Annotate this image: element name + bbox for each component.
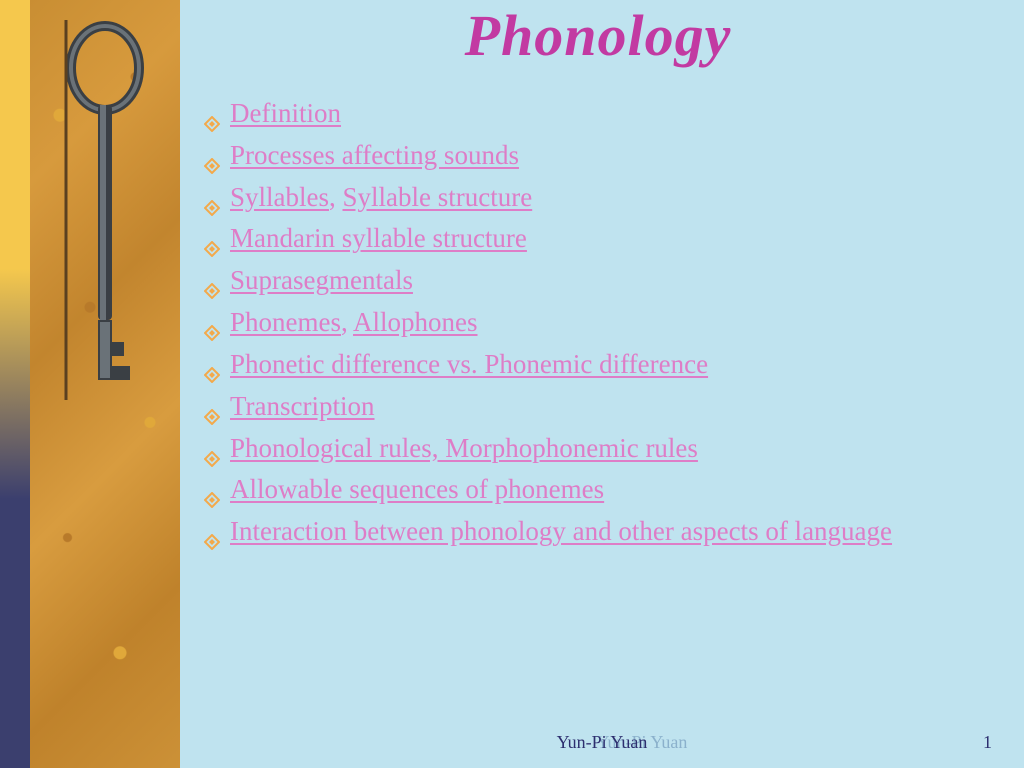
footer-author: Yun-Pi Yuan	[557, 732, 648, 753]
topic-link[interactable]: Phonemes	[230, 307, 341, 337]
topic-link[interactable]: Syllable structure	[343, 182, 533, 212]
key-icon	[60, 20, 150, 400]
topic-link[interactable]: Allowable sequences of phonemes	[230, 474, 604, 504]
list-item: Phonological rules, Morphophonemic rules	[200, 428, 996, 470]
list-item: Mandarin syllable structure	[200, 218, 996, 260]
gradient-strip	[0, 0, 30, 768]
list-item: Phonetic difference vs. Phonemic differe…	[200, 344, 996, 386]
topic-link[interactable]: Mandarin syllable structure	[230, 223, 527, 253]
slide-title: Phonology	[200, 0, 996, 67]
footer-page-number: 1	[983, 732, 992, 753]
topic-link[interactable]: Syllables	[230, 182, 329, 212]
list-item: Suprasegmentals	[200, 260, 996, 302]
list-item: Processes affecting sounds	[200, 135, 996, 177]
topic-link[interactable]: Processes affecting sounds	[230, 140, 519, 170]
slide-sidebar	[0, 0, 180, 768]
diamond-bullet-icon	[204, 521, 220, 563]
topic-link[interactable]: Allophones	[353, 307, 478, 337]
separator-text: ,	[329, 182, 343, 212]
list-item: Allowable sequences of phonemes	[200, 469, 996, 511]
topic-link[interactable]: Phonetic difference vs. Phonemic differe…	[230, 349, 708, 379]
key-image-panel	[30, 0, 180, 768]
list-item: Phonemes, Allophones	[200, 302, 996, 344]
slide-footer: Yun-Pi Yuan Yun-Pi Yuan 1	[180, 732, 1024, 758]
topic-link[interactable]: Interaction between phonology and other …	[230, 516, 892, 546]
separator-text: ,	[341, 307, 353, 337]
topic-link[interactable]: Suprasegmentals	[230, 265, 413, 295]
list-item: Syllables, Syllable structure	[200, 177, 996, 219]
topic-link[interactable]: Definition	[230, 98, 341, 128]
topic-link[interactable]: Phonological rules, Morphophonemic rules	[230, 433, 698, 463]
list-item: Transcription	[200, 386, 996, 428]
topic-link[interactable]: Transcription	[230, 391, 375, 421]
list-item: Definition	[200, 93, 996, 135]
slide-body: Phonology Definition Processes affecting …	[180, 0, 1024, 768]
list-item: Interaction between phonology and other …	[200, 511, 996, 553]
topic-list: Definition Processes affecting sounds Syll…	[200, 93, 996, 553]
